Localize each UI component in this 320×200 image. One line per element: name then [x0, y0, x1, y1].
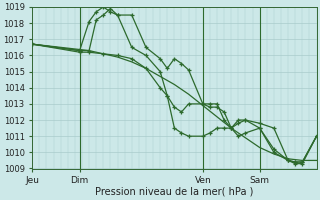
X-axis label: Pression niveau de la mer( hPa ): Pression niveau de la mer( hPa )	[95, 187, 253, 197]
